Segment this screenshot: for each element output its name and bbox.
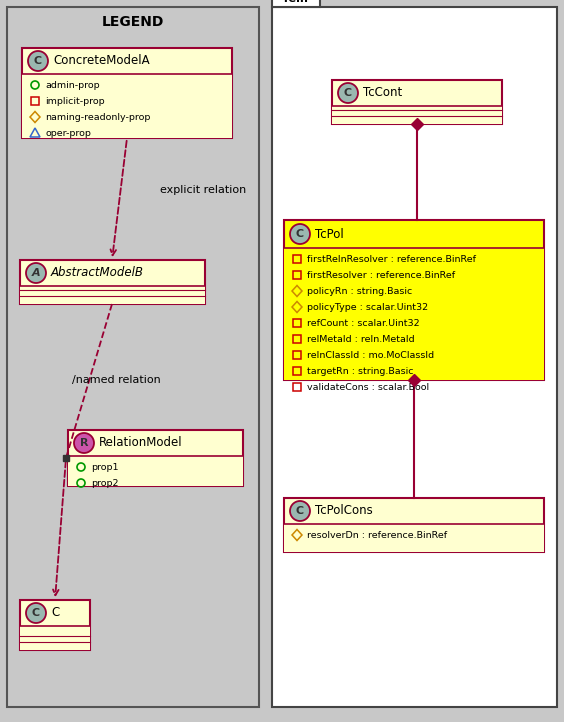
Bar <box>332 80 502 124</box>
Text: explicit relation: explicit relation <box>160 185 246 195</box>
Text: prop2: prop2 <box>91 479 118 487</box>
Circle shape <box>28 51 48 71</box>
Bar <box>293 351 301 359</box>
Bar <box>293 319 301 327</box>
Text: C: C <box>296 506 304 516</box>
Bar <box>7 7 259 707</box>
Bar <box>293 271 301 279</box>
Text: admin-prop: admin-prop <box>45 80 100 90</box>
Text: AbstractModelB: AbstractModelB <box>51 266 144 279</box>
Circle shape <box>290 224 310 244</box>
Bar <box>293 383 301 391</box>
Bar <box>332 106 502 124</box>
Text: firstReInResolver : reference.BinRef: firstReInResolver : reference.BinRef <box>307 254 476 264</box>
Text: relMetaId : reIn.MetaId: relMetaId : reIn.MetaId <box>307 334 415 344</box>
Circle shape <box>74 433 94 453</box>
Text: C: C <box>34 56 42 66</box>
Bar <box>293 255 301 263</box>
Bar <box>284 220 544 380</box>
Text: TcPolCons: TcPolCons <box>315 505 373 518</box>
Bar <box>20 260 205 304</box>
Text: oper-prop: oper-prop <box>45 129 91 137</box>
Bar <box>31 97 39 105</box>
Text: TcPol: TcPol <box>315 227 343 240</box>
Circle shape <box>338 83 358 103</box>
Bar <box>22 74 232 138</box>
Text: resolverDn : reference.BinRef: resolverDn : reference.BinRef <box>307 531 447 539</box>
Text: C: C <box>296 229 304 239</box>
Bar <box>68 456 243 486</box>
Text: RelationModel: RelationModel <box>99 437 183 450</box>
Circle shape <box>26 603 46 623</box>
Text: LEGEND: LEGEND <box>102 15 164 29</box>
Text: policyType : scalar.Uint32: policyType : scalar.Uint32 <box>307 303 428 311</box>
Bar <box>284 498 544 552</box>
Text: prop1: prop1 <box>91 463 118 471</box>
Bar <box>22 48 232 138</box>
Text: firstResolver : reference.BinRef: firstResolver : reference.BinRef <box>307 271 455 279</box>
Text: /named relation: /named relation <box>72 375 161 385</box>
Circle shape <box>290 501 310 521</box>
Text: naming-readonly-prop: naming-readonly-prop <box>45 113 151 121</box>
Bar <box>68 430 243 486</box>
Bar <box>272 0 320 7</box>
Bar <box>20 626 90 650</box>
Circle shape <box>26 263 46 283</box>
Text: C: C <box>51 606 59 619</box>
Text: C: C <box>344 88 352 98</box>
Bar <box>272 7 557 707</box>
Text: R: R <box>80 438 88 448</box>
Text: A: A <box>32 268 40 278</box>
Bar <box>20 600 90 650</box>
Text: TcCont: TcCont <box>363 87 402 100</box>
Text: validateCons : scalar.Bool: validateCons : scalar.Bool <box>307 383 429 391</box>
Bar <box>20 286 205 304</box>
Text: C: C <box>32 608 40 618</box>
Bar <box>284 248 544 380</box>
Bar <box>293 335 301 343</box>
Text: ConcreteModelA: ConcreteModelA <box>53 54 149 67</box>
Text: policyRn : string.Basic: policyRn : string.Basic <box>307 287 412 295</box>
Text: reIn: reIn <box>284 0 309 4</box>
Text: refCount : scalar.Uint32: refCount : scalar.Uint32 <box>307 318 420 328</box>
Text: implicit-prop: implicit-prop <box>45 97 105 105</box>
Bar <box>293 367 301 375</box>
Text: reInClassId : mo.MoClassId: reInClassId : mo.MoClassId <box>307 350 434 360</box>
Text: targetRn : string.Basic: targetRn : string.Basic <box>307 367 413 375</box>
Bar <box>284 524 544 552</box>
